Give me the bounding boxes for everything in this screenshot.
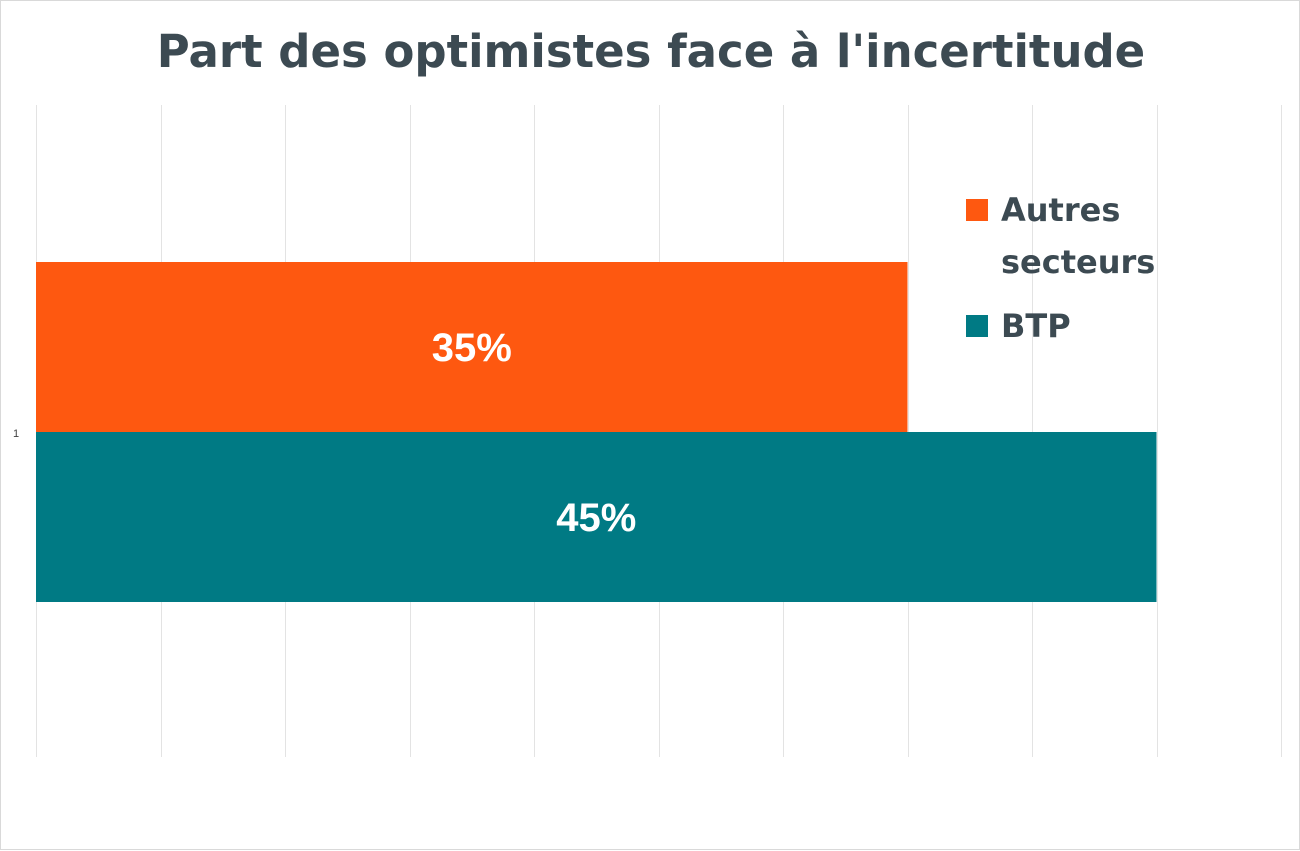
data-label-autres-secteurs: 35% (432, 326, 512, 370)
bar-btp (36, 432, 1157, 602)
legend-item-btp: BTP (966, 307, 1071, 345)
data-labels: 35% 45% (432, 326, 637, 540)
legend-item-autres-secteurs: Autres secteurs (966, 191, 1155, 281)
chart-title: Part des optimistes face à l'incertitude (157, 25, 1145, 78)
data-label-btp: 45% (556, 496, 636, 540)
legend-label-autres-secteurs-0: Autres (1001, 191, 1120, 229)
legend-label-btp-0: BTP (1001, 307, 1071, 345)
bars (36, 262, 1157, 602)
legend: Autres secteurs BTP (966, 191, 1155, 345)
legend-swatch-autres-secteurs (966, 199, 988, 221)
category-label: 1 (13, 428, 19, 440)
category-axis: 1 (13, 428, 19, 440)
legend-label-autres-secteurs-1: secteurs (1001, 243, 1155, 281)
bar-autres-secteurs (36, 262, 908, 432)
legend-swatch-btp (966, 315, 988, 337)
